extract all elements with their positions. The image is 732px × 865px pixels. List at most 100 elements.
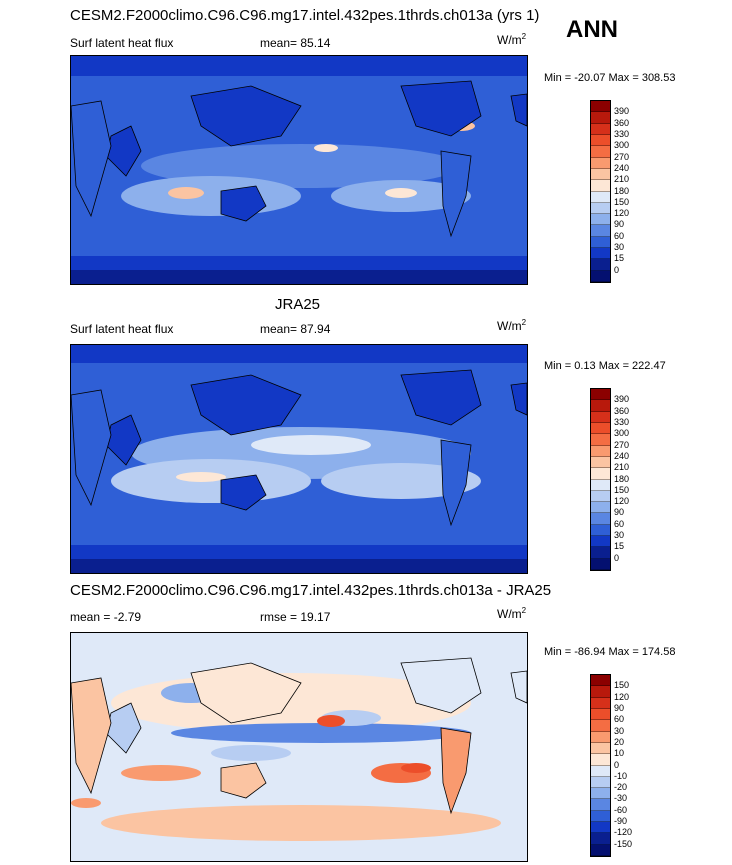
colorbar-swatch [591,844,610,856]
colorbar-tick-label: -90 [614,816,628,827]
colorbar-swatch [591,101,610,113]
colorbar-swatch [591,742,610,755]
colorbar-tick-label: 330 [614,416,630,427]
panel2-title: JRA25 [275,296,321,313]
colorbar-swatch [591,214,610,226]
colorbar-tick-label: 150 [614,680,630,691]
colorbar-tick-label: 90 [614,507,625,518]
colorbar-tick-label: 330 [614,128,630,139]
panel1-units-sup: 2 [521,32,527,41]
panel1-units-text: W/m [497,33,522,47]
colorbar-swatch [591,248,610,260]
colorbar-tick-label: -30 [614,793,628,804]
colorbar-tick-label: 60 [614,518,625,529]
colorbar-swatch [591,259,610,271]
colorbar-tick-label: -120 [614,827,633,838]
colorbar-swatch [591,754,610,766]
panel3-map [70,632,528,862]
colorbar-tick-label: 210 [614,462,630,473]
colorbar-tick-label: 15 [614,253,625,264]
colorbar-tick-label: 120 [614,496,630,507]
colorbar-tick-label: 300 [614,428,630,439]
colorbar-swatch [591,112,610,124]
colorbar-swatch [591,799,610,811]
panel2-mean-label: mean= [260,322,298,336]
colorbar-tick-label: 0 [614,759,620,770]
colorbar-tick-label: 300 [614,140,630,151]
panel2-colorbar [590,388,611,571]
panel3-colorbar [590,674,611,857]
colorbar-swatch [591,157,610,169]
colorbar-tick-label: 270 [614,439,630,450]
panel1-units: W/m2 [497,32,526,47]
panel2-units: W/m2 [497,318,526,333]
season-label: ANN [566,16,618,43]
colorbar-swatch [591,697,610,709]
panel2-units-sup: 2 [521,318,527,327]
colorbar-tick-label: 240 [614,162,630,173]
colorbar-swatch [591,225,610,237]
colorbar-tick-label: 210 [614,174,630,185]
colorbar-tick-label: 390 [614,394,630,405]
colorbar-tick-label: -150 [614,838,633,849]
panel2-mean-value: 87.94 [300,322,331,336]
colorbar-swatch [591,720,610,732]
panel3-colorbar-labels: 150 120 90 60 30 20 10 0 -10 -20 -30 -60 -90 -120 -150 [614,674,654,855]
colorbar-tick-label: 20 [614,736,625,747]
panel1-colorbar [590,100,611,283]
colorbar-tick-label: 10 [614,748,625,759]
colorbar-swatch [591,134,610,147]
colorbar-tick-label: 90 [614,219,625,230]
colorbar-tick-label: -60 [614,804,628,815]
panel1-mean: mean= 85.14 [260,36,330,50]
colorbar-swatch [591,434,610,446]
colorbar-tick-label: 60 [614,714,625,725]
colorbar-swatch [591,536,610,548]
colorbar-swatch [591,490,610,503]
colorbar-swatch [591,146,610,158]
panel2-minmax: Min = 0.13 Max = 222.47 [544,360,666,372]
colorbar-swatch [591,445,610,457]
colorbar-tick-label: 120 [614,208,630,219]
colorbar-swatch [591,236,610,249]
colorbar-tick-label: 90 [614,702,625,713]
colorbar-swatch [591,202,610,215]
colorbar-swatch [591,168,610,181]
colorbar-tick-label: 120 [614,691,630,702]
colorbar-tick-label: 390 [614,106,630,117]
colorbar-tick-label: 270 [614,151,630,162]
colorbar-swatch [591,708,610,721]
colorbar-tick-label: 60 [614,230,625,241]
panel3-title: CESM2.F2000climo.C96.C96.mg17.intel.432p… [70,582,552,599]
colorbar-swatch [591,731,610,743]
colorbar-swatch [591,765,610,777]
panel2-map [70,344,528,574]
colorbar-swatch [591,468,610,480]
panel2-mean: mean= 87.94 [260,322,330,336]
colorbar-tick-label: 30 [614,530,625,541]
colorbar-tick-label: 0 [614,264,620,275]
colorbar-swatch [591,558,610,570]
panel1-mean-label: mean= [260,36,298,50]
panel1-title: CESM2.F2000climo.C96.C96.mg17.intel.432p… [70,7,540,24]
colorbar-swatch [591,686,610,698]
panel3-mean-value: -2.79 [113,610,142,624]
panel2-units-text: W/m [497,319,522,333]
colorbar-swatch [591,788,610,800]
panel3-rmse-label: rmse = [260,610,298,624]
colorbar-swatch [591,833,610,845]
panel3-units: W/m2 [497,606,526,621]
colorbar-tick-label: 15 [614,541,625,552]
colorbar-swatch [591,389,610,401]
colorbar-swatch [591,502,610,514]
colorbar-tick-label: 30 [614,242,625,253]
colorbar-swatch [591,456,610,469]
panel2-variable: Surf latent heat flux [70,322,174,336]
colorbar-swatch [591,822,610,834]
panel1-minmax: Min = -20.07 Max = 308.53 [544,72,676,84]
colorbar-swatch [591,400,610,412]
panel1-variable: Surf latent heat flux [70,36,174,50]
panel3-units-text: W/m [497,607,522,621]
colorbar-tick-label: 240 [614,450,630,461]
colorbar-tick-label: 180 [614,185,630,196]
